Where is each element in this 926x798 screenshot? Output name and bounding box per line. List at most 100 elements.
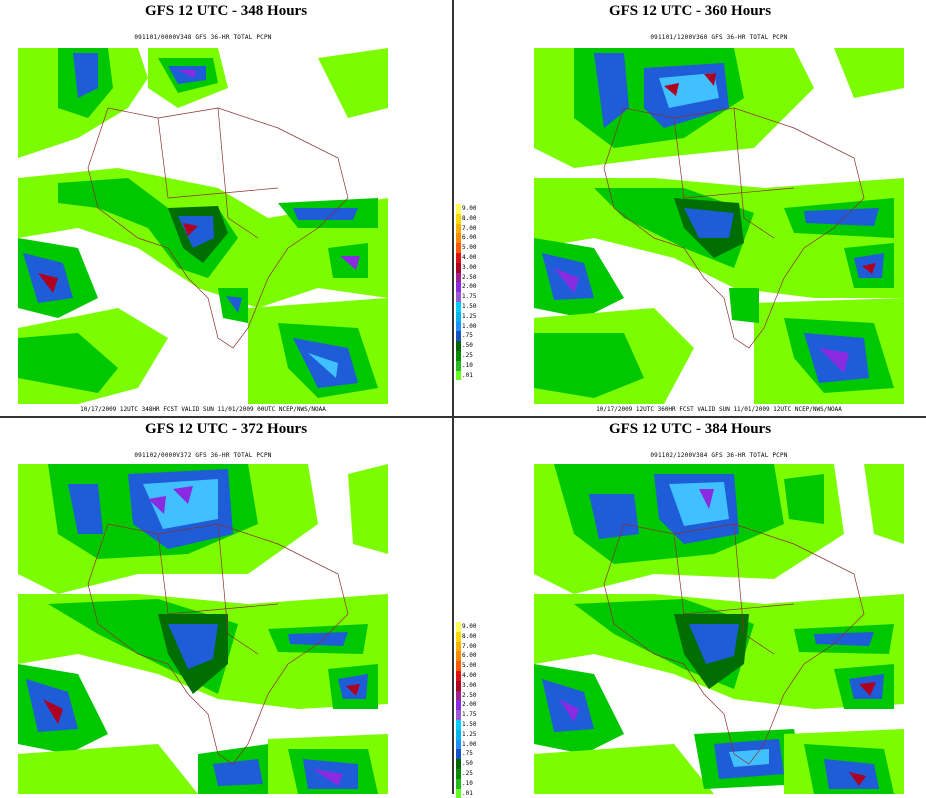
legend-swatch <box>456 710 461 720</box>
country-borders <box>87 107 349 349</box>
precip-map-svg <box>18 48 388 404</box>
legend-label: .75 <box>462 332 473 340</box>
legend-entry: .50 <box>456 341 486 351</box>
legend-label: 1.75 <box>462 711 477 719</box>
legend-entry: .01 <box>456 788 486 798</box>
legend-label: 1.50 <box>462 720 477 728</box>
panel-title: GFS 12 UTC - 348 Hours <box>144 3 308 19</box>
legend-label: 1.00 <box>462 322 477 330</box>
legend-swatch <box>456 282 461 293</box>
legend-entry: 9.00 <box>456 204 486 214</box>
precip-field <box>18 464 388 794</box>
legend-entry: 2.00 <box>456 700 486 711</box>
legend-label: 1.00 <box>462 740 477 748</box>
legend-entry: 1.50 <box>456 719 486 730</box>
legend-label: 3.00 <box>462 681 477 689</box>
legend-entry: .25 <box>456 768 486 779</box>
precip-map <box>18 464 388 794</box>
legend-label: 4.00 <box>462 253 477 261</box>
legend-swatch <box>456 223 461 234</box>
legend-entry: .01 <box>456 370 486 381</box>
legend-label: 7.00 <box>462 642 477 650</box>
legend-swatch <box>456 262 461 273</box>
panel-footer: 10/17/2009 12UTC 348HR FCST VALID SUN 11… <box>80 406 326 413</box>
legend-entry: 2.50 <box>456 272 486 283</box>
legend-label: 6.00 <box>462 234 477 242</box>
legend-entry: 1.00 <box>456 739 486 750</box>
legend-entry: .25 <box>456 350 486 361</box>
panel-360: GFS 12 UTC - 360 Hours 091101/1200V360 G… <box>454 0 926 416</box>
legend-entry: 1.00 <box>456 321 486 332</box>
legend-entry: .10 <box>456 778 486 789</box>
legend-swatch <box>456 661 461 671</box>
legend-swatch <box>456 622 461 632</box>
precip-map <box>534 464 904 794</box>
country-borders <box>87 523 349 765</box>
legend-entry: 2.50 <box>456 690 486 701</box>
legend-swatch <box>456 360 461 371</box>
panel-384: GFS 12 UTC - 384 Hours 091102/1200V384 G… <box>454 418 926 794</box>
legend-swatch <box>456 759 461 769</box>
legend-entry: 6.00 <box>456 233 486 244</box>
legend-label: 1.50 <box>462 302 477 310</box>
legend-entry: 1.25 <box>456 729 486 740</box>
precip-field <box>534 464 904 794</box>
legend-label: .25 <box>462 351 473 359</box>
legend-entry: 2.00 <box>456 282 486 293</box>
legend-swatch <box>456 204 461 214</box>
legend-label: 1.25 <box>462 730 477 738</box>
legend-label: 8.00 <box>462 214 477 222</box>
legend-swatch <box>456 778 461 789</box>
country-borders <box>603 523 865 765</box>
legend-label: .10 <box>462 779 473 787</box>
legend-entry: .75 <box>456 331 486 342</box>
legend-swatch <box>456 243 461 253</box>
legend-entry: .10 <box>456 360 486 371</box>
precip-map-svg <box>534 464 904 794</box>
legend-swatch <box>456 370 461 381</box>
legend-swatch <box>456 341 461 351</box>
legend-entry: 6.00 <box>456 651 486 662</box>
legend-entry: .75 <box>456 749 486 760</box>
legend-swatch <box>456 739 461 750</box>
legend-label: .01 <box>462 371 473 379</box>
legend-entry: 1.50 <box>456 301 486 312</box>
legend-swatch <box>456 321 461 332</box>
legend-label: 6.00 <box>462 652 477 660</box>
legend-entry: 7.00 <box>456 641 486 652</box>
legend-swatch <box>456 641 461 652</box>
legend-label: .50 <box>462 342 473 350</box>
legend-swatch <box>456 729 461 740</box>
legend-swatch <box>456 631 461 642</box>
precip-field <box>18 48 388 404</box>
legend-entry: 4.00 <box>456 252 486 263</box>
legend-swatch <box>456 719 461 730</box>
legend-label: .01 <box>462 789 473 797</box>
legend-entry: 3.00 <box>456 680 486 691</box>
legend-label: .75 <box>462 750 473 758</box>
country-borders <box>603 107 865 349</box>
legend-entry: 1.25 <box>456 311 486 322</box>
legend-swatch <box>456 700 461 711</box>
legend-entry: 5.00 <box>456 661 486 671</box>
legend-entry: 8.00 <box>456 631 486 642</box>
panel-title: GFS 12 UTC - 384 Hours <box>608 421 772 437</box>
legend-label: 2.50 <box>462 691 477 699</box>
legend-label: 7.00 <box>462 224 477 232</box>
legend-entry: 9.00 <box>456 622 486 632</box>
legend-label: .10 <box>462 361 473 369</box>
legend-entry: 8.00 <box>456 213 486 224</box>
legend-swatch <box>456 768 461 779</box>
legend-swatch <box>456 301 461 312</box>
legend-entry: 1.75 <box>456 710 486 720</box>
legend-entry: 7.00 <box>456 223 486 234</box>
legend-label: 1.75 <box>462 293 477 301</box>
precip-map <box>534 48 904 404</box>
horizontal-divider <box>0 416 926 418</box>
legend-label: .50 <box>462 760 473 768</box>
legend-label: 9.00 <box>462 623 477 630</box>
panel-348: GFS 12 UTC - 348 Hours 091101/0000V348 G… <box>0 0 452 416</box>
legend-label: 2.00 <box>462 283 477 291</box>
legend-swatch <box>456 651 461 662</box>
legend-label: 5.00 <box>462 244 477 252</box>
